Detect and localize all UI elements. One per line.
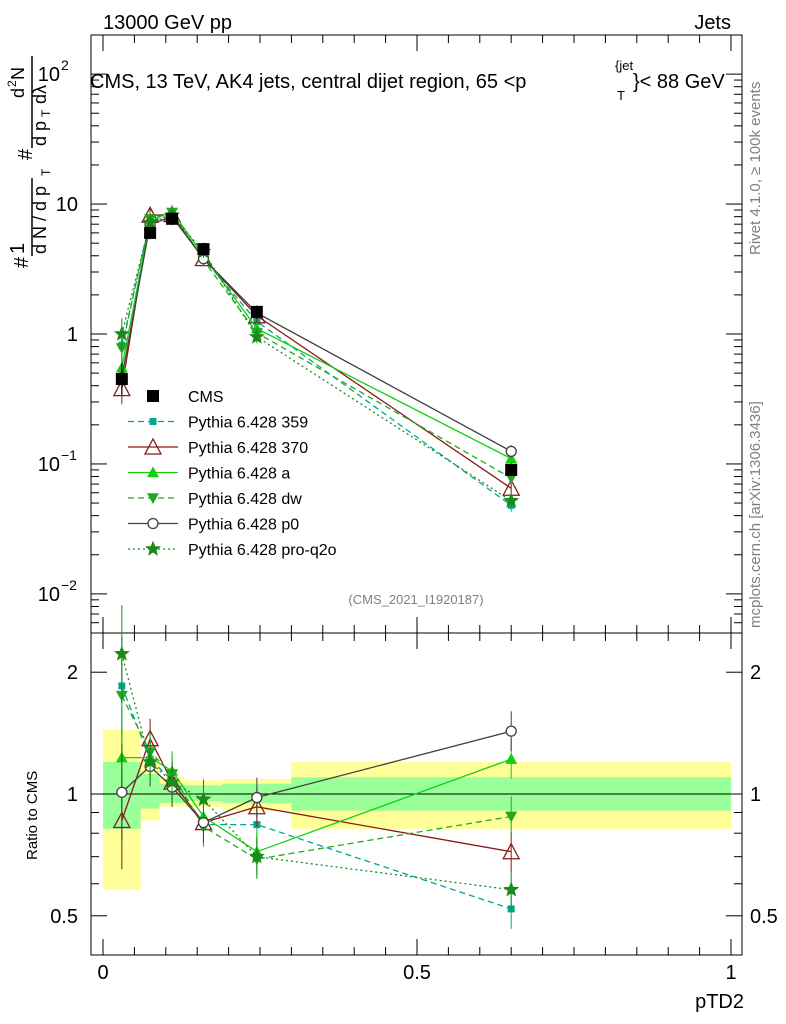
y-tick-label-main-exp: 2 <box>61 57 69 73</box>
y-tick-label-ratio-right: 2 <box>750 662 761 684</box>
legend: CMS Pythia 6.428 359 Pythia 6.428 370 Pythi… <box>128 389 337 559</box>
legend-entry-label: Pythia 6.428 pro-q2o <box>188 542 337 559</box>
main-data-point <box>166 212 179 225</box>
x-tick-label: 1 <box>725 962 736 984</box>
main-series-line <box>121 215 512 452</box>
analysis-id: (CMS_2021_I1920187) <box>348 592 483 607</box>
legend-entry-label: Pythia 6.428 dw <box>188 491 302 508</box>
main-data-point <box>112 379 131 397</box>
y-tick-label-ratio-left: 0.5 <box>50 906 78 928</box>
y-tick-label-ratio-right: 0.5 <box>750 906 778 928</box>
ratio-series-line <box>121 737 512 853</box>
main-ylabel: # 1 d N / d p T # d p T dλ d 2 N <box>5 56 53 268</box>
y-tick-label-ratio-left: 1 <box>67 784 78 806</box>
main-data-point <box>248 328 265 344</box>
main-series-line <box>121 213 512 506</box>
ratio-data-point <box>505 753 518 764</box>
legend-entry-label: CMS <box>188 389 224 406</box>
ratio-data-point <box>142 753 159 769</box>
main-series-line <box>121 214 512 502</box>
ratio-data-point <box>116 786 128 798</box>
ratio-data-point <box>505 725 517 737</box>
ylabel-d2n-exp: 2 <box>5 80 19 87</box>
main-data-point <box>113 325 130 341</box>
y-tick-label-main-exp: −2 <box>61 577 77 593</box>
legend-entry-label: Pythia 6.428 359 <box>188 415 308 432</box>
header-right: Jets <box>694 12 731 34</box>
ylabel-sub-t-1: T <box>39 168 53 176</box>
main-data-point <box>142 214 159 230</box>
uncertainty-band-green-1 <box>140 774 160 809</box>
y-tick-label-main: 1 <box>67 324 78 346</box>
title-end: }< 88 GeV <box>633 71 725 93</box>
ratio-data-point <box>248 848 265 864</box>
ylabel-hash-2: # <box>15 148 37 160</box>
x-tick-label: 0 <box>97 962 108 984</box>
legend-entry-label: Pythia 6.428 a <box>188 466 290 483</box>
y-tick-label-main-exp: −1 <box>61 447 77 463</box>
side-url-label: mcplots.cern.ch [arXiv:1306.3436] <box>747 401 764 628</box>
ylabel-frac-bottom: d N / d p <box>30 186 50 254</box>
main-data-point <box>144 226 157 239</box>
chart-title: CMS, 13 TeV, AK4 jets, central dijet reg… <box>90 58 725 103</box>
ratio-data-point <box>502 842 521 860</box>
ratio-series-line <box>121 730 512 824</box>
x-axis-label: pTD2 <box>695 991 744 1013</box>
ratio-panel <box>90 605 743 956</box>
ratio-data-point <box>505 811 518 823</box>
ratio-ylabel: Ratio to CMS <box>24 771 41 860</box>
legend-marker <box>147 493 159 504</box>
main-data-point <box>197 243 210 256</box>
y-tick-label-ratio-right: 1 <box>750 784 761 806</box>
x-tick-label: 0.5 <box>403 962 431 984</box>
legend-marker <box>147 517 159 530</box>
ylabel-den-end: dλ <box>30 85 50 104</box>
ratio-series-line <box>121 756 512 853</box>
legend-marker <box>147 466 159 478</box>
ylabel-hash-1: # <box>11 256 33 268</box>
ratio-data-point <box>113 645 130 661</box>
title-main: CMS, 13 TeV, AK4 jets, central dijet reg… <box>90 71 526 93</box>
ylabel-den: d p <box>30 121 50 146</box>
y-tick-label-main: 10 <box>38 454 60 476</box>
legend-entry-label: Pythia 6.428 p0 <box>188 517 299 534</box>
ratio-data-point <box>164 773 181 789</box>
ratio-data-point <box>195 791 212 807</box>
ratio-data-point <box>251 791 263 804</box>
main-data-point <box>250 305 263 318</box>
ylabel-frac-top: 1 <box>7 243 29 254</box>
main-panel <box>90 34 743 634</box>
ylabel-d2n: d <box>8 88 28 98</box>
ylabel-den-sub: T <box>39 109 53 117</box>
legend-entry-label: Pythia 6.428 370 <box>188 440 308 457</box>
main-data-point <box>115 373 128 386</box>
y-tick-label-ratio-left: 2 <box>67 662 78 684</box>
legend-marker <box>144 540 162 556</box>
title-p-sub: T <box>617 88 625 103</box>
legend-marker <box>149 418 157 425</box>
main-series-line <box>121 210 512 460</box>
y-tick-label-main: 10 <box>56 194 78 216</box>
main-series-line <box>121 213 512 489</box>
main-data-point <box>503 492 520 508</box>
legend-marker <box>147 390 159 402</box>
main-data-point <box>505 463 518 476</box>
ratio-data-point <box>503 881 520 897</box>
ratio-series-line <box>121 685 512 910</box>
side-rivet-label: Rivet 4.1.0, ≥ 100k events <box>747 82 764 255</box>
ylabel-d2n-n: N <box>8 67 28 80</box>
main-data-point <box>505 445 517 457</box>
main-data-point <box>505 452 518 464</box>
y-tick-label-main: 10 <box>38 64 60 86</box>
y-tick-label-main: 10 <box>38 584 60 606</box>
title-p-sup: {jet <box>615 58 633 73</box>
header-left: 13000 GeV pp <box>103 12 232 34</box>
legend-marker <box>143 437 163 455</box>
